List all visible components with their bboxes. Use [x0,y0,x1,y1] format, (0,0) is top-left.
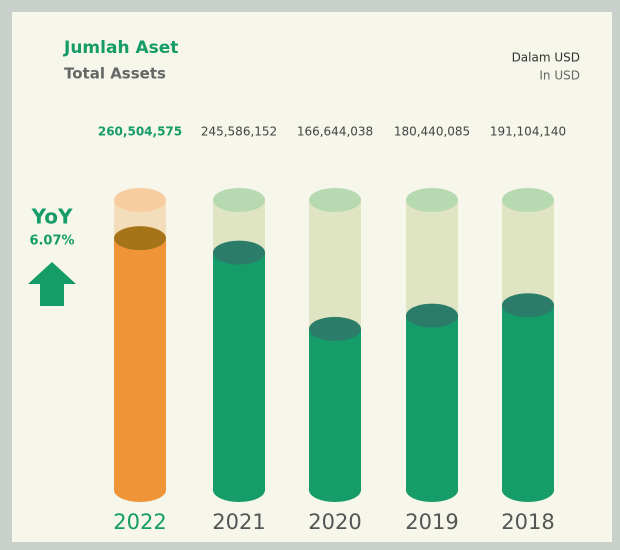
value-label: 166,644,038 [297,125,373,139]
bar [502,305,554,490]
bar-top [502,293,554,318]
bar [213,252,265,490]
chart-title: Jumlah Aset [63,38,178,58]
tube-cap [502,188,554,212]
value-label: 180,440,085 [394,125,470,139]
bar [114,238,166,490]
bar-top [406,303,458,328]
tube-cap [114,188,166,212]
category-label: 2022 [113,510,166,534]
bar-top [114,226,166,251]
category-label: 2019 [405,510,458,534]
bar [309,328,361,490]
chart-subtitle: Total Assets [64,65,166,83]
category-label: 2021 [212,510,265,534]
tube-cap [309,188,361,212]
category-label: 2020 [308,510,361,534]
unit-label: Dalam USD [512,51,580,65]
yoy-value: 6.07% [29,234,74,249]
unit-label-en: In USD [539,69,580,83]
value-label: 191,104,140 [490,125,566,139]
tube-cap [406,188,458,212]
up-arrow [28,262,76,306]
bar-top [309,316,361,341]
value-label: 245,586,152 [201,125,277,139]
bar [406,315,458,490]
yoy-label: YoY [31,205,73,229]
bar-top [213,240,265,265]
value-label: 260,504,575 [98,125,182,139]
tube-cap [213,188,265,212]
category-label: 2018 [501,510,554,534]
